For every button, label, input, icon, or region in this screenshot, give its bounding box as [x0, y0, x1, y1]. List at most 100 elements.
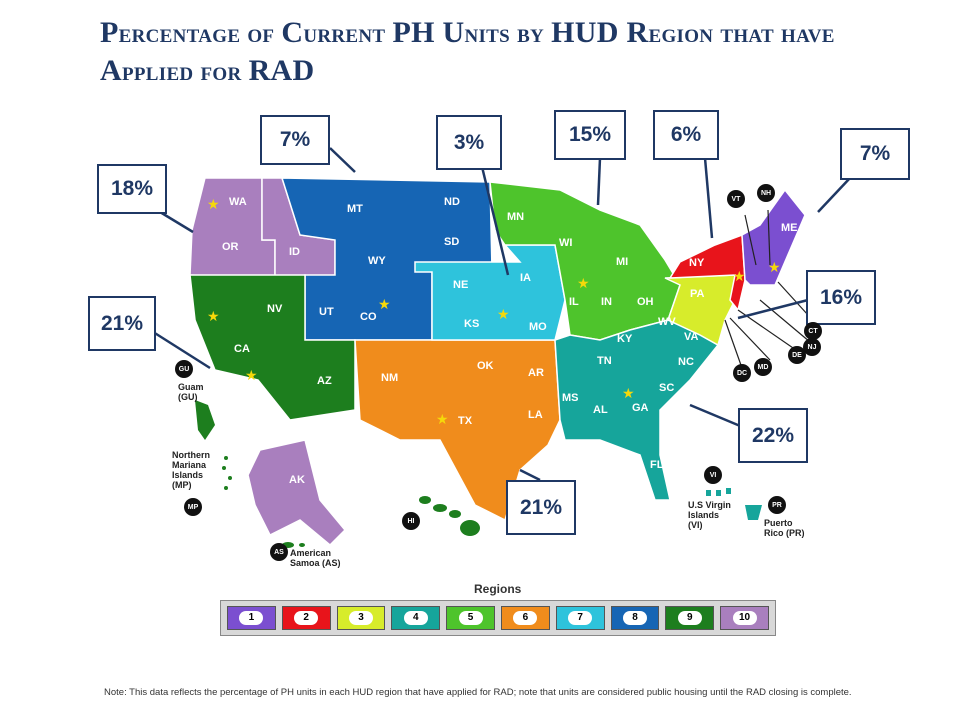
state-label: LA: [528, 409, 543, 421]
state-label: GA: [632, 402, 649, 414]
state-label: MT: [347, 203, 363, 215]
star-markers: ★ ★ ★ ★ ★ ★ ★ ★ ★ ★: [207, 196, 781, 427]
legend-title: Regions: [474, 582, 522, 596]
state-label: IN: [601, 296, 612, 308]
svg-text:★: ★: [378, 296, 391, 312]
badge-de: DE: [788, 346, 806, 364]
state-label: KS: [464, 318, 479, 330]
legend-swatch-region-3: 3: [336, 606, 386, 630]
legend-swatch-label: 3: [348, 611, 373, 625]
callout-region-4: 22%: [738, 408, 808, 463]
virgin-islands-shape: [706, 488, 731, 496]
legend-swatch-label: 5: [458, 611, 483, 625]
legend-swatch-region-6: 6: [500, 606, 550, 630]
state-label: AK: [289, 474, 305, 486]
state-label: WA: [229, 196, 247, 208]
svg-text:★: ★: [497, 306, 510, 322]
badge-dc: DC: [733, 364, 751, 382]
state-label: MO: [529, 321, 547, 333]
state-label: TN: [597, 355, 612, 367]
svg-text:★: ★: [733, 268, 746, 284]
callout-region-9: 21%: [88, 296, 156, 351]
badge-nj: NJ: [803, 338, 821, 356]
state-label: NC: [678, 356, 694, 368]
legend-swatch-label: 1: [239, 611, 264, 625]
state-label: PA: [690, 288, 705, 300]
state-label: WI: [559, 237, 572, 249]
legend-swatch-region-8: 8: [610, 606, 660, 630]
badge-gu: GU: [175, 360, 193, 378]
callout-region-3: 16%: [806, 270, 876, 325]
state-label: NE: [453, 279, 468, 291]
state-label: UT: [319, 306, 334, 318]
legend-swatch-label: 9: [677, 611, 702, 625]
svg-text:★: ★: [622, 385, 635, 401]
state-label: NY: [689, 257, 705, 269]
state-label: NV: [267, 303, 283, 315]
hawaii-islands: [419, 496, 480, 536]
state-label: IL: [569, 296, 579, 308]
state-label: AZ: [317, 375, 332, 387]
legend-swatch-region-4: 4: [391, 606, 441, 630]
alaska-shape: [247, 439, 347, 547]
svg-text:★: ★: [207, 196, 220, 212]
state-label: MS: [562, 392, 579, 404]
svg-text:★: ★: [577, 275, 590, 291]
badge-vt: VT: [727, 190, 745, 208]
region-9-shape: [189, 274, 356, 421]
badge-hi: HI: [402, 512, 420, 530]
state-labels: WA OR ID MT WY ND SD NE KS MN IA MO WI I…: [222, 196, 798, 486]
badge-pr: PR: [768, 496, 786, 514]
state-label: ID: [289, 246, 300, 258]
legend-swatch-region-1: 1: [227, 606, 276, 630]
badge-ct: CT: [804, 322, 822, 340]
legend-swatch-label: 8: [622, 611, 647, 625]
label-mariana: Northern Mariana Islands (MP): [172, 450, 210, 490]
state-label: OH: [637, 296, 654, 308]
callout-region-10: 18%: [97, 164, 167, 214]
callout-region-8: 7%: [260, 115, 330, 165]
state-label: CA: [234, 343, 250, 355]
legend-swatch-label: 7: [568, 611, 593, 625]
label-virgin-islands: U.S Virgin Islands (VI): [688, 500, 731, 530]
legend-swatch-region-9: 9: [665, 606, 715, 630]
state-label: ND: [444, 196, 460, 208]
region-7-shape: [414, 244, 566, 341]
legend-swatch-region-5: 5: [446, 606, 495, 630]
state-label: AL: [593, 404, 608, 416]
callout-region-6: 21%: [506, 480, 576, 535]
regions-legend: 1 2 3 4 5 6 7 8 9 10: [220, 600, 776, 636]
state-label: SC: [659, 382, 674, 394]
state-label: AR: [528, 367, 544, 379]
state-label: OR: [222, 241, 239, 253]
callout-region-2: 6%: [653, 110, 719, 160]
state-label: SD: [444, 236, 459, 248]
state-label: NM: [381, 372, 398, 384]
callout-region-5: 15%: [554, 110, 626, 160]
legend-swatch-label: 2: [294, 611, 319, 625]
callout-pointers: [149, 147, 851, 482]
guam-shape: [195, 400, 215, 440]
badge-mp: MP: [184, 498, 202, 516]
svg-text:★: ★: [436, 411, 449, 427]
state-label: IA: [520, 272, 531, 284]
state-label: MN: [507, 211, 524, 223]
footnote: Note: This data reflects the percentage …: [104, 687, 852, 698]
badge-vi: VI: [704, 466, 722, 484]
mariana-islands-shape: [222, 456, 232, 490]
badge-md: MD: [754, 358, 772, 376]
page-title: Percentage of Current PH Units by HUD Re…: [100, 16, 835, 87]
state-label: ME: [781, 222, 798, 234]
label-american-samoa: American Samoa (AS): [290, 548, 341, 568]
state-label: CO: [360, 311, 377, 323]
state-label: WV: [658, 316, 676, 328]
state-label: MI: [616, 256, 628, 268]
state-label: KY: [617, 333, 633, 345]
state-label: OK: [477, 360, 494, 372]
legend-swatch-label: 10: [732, 611, 757, 625]
legend-swatch-label: 4: [403, 611, 428, 625]
legend-swatch-region-7: 7: [555, 606, 605, 630]
label-guam: Guam (GU): [178, 382, 204, 402]
svg-text:★: ★: [207, 308, 220, 324]
